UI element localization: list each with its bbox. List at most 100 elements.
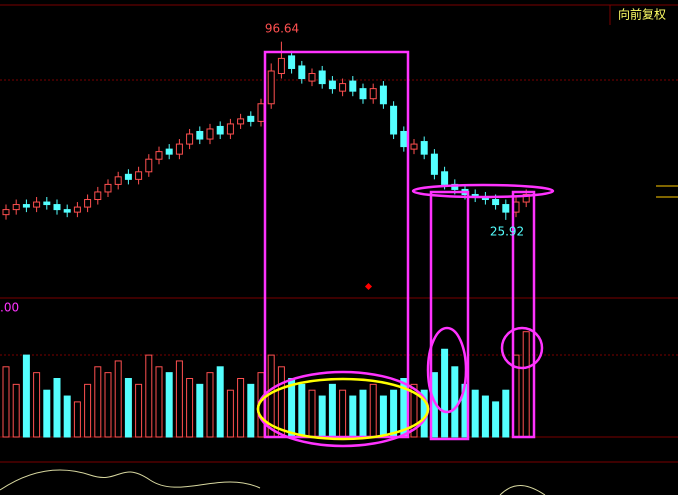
volume-bar (359, 389, 367, 438)
candle-body (12, 204, 20, 211)
candle-body (400, 130, 408, 148)
annotation-ellipse (426, 326, 468, 414)
low-annotation: 25.92 (490, 225, 524, 239)
volume-label: .00 (0, 301, 19, 315)
volume-bar (12, 383, 20, 438)
candle-body (73, 206, 81, 213)
candle-body (175, 143, 183, 155)
volume-bar (298, 383, 306, 438)
candle-body (216, 125, 224, 135)
candle-body (226, 123, 234, 135)
volume-bar (237, 378, 245, 438)
volume-bar (53, 378, 61, 438)
annotation-box (263, 50, 410, 439)
volume-bar (124, 378, 132, 438)
candle-body (308, 73, 316, 82)
volume-bar (277, 366, 285, 438)
annotation-box (429, 190, 470, 441)
candle-body (328, 80, 336, 90)
volume-bar (339, 389, 347, 438)
candle-body (94, 191, 102, 201)
candle-body (390, 105, 398, 135)
indicator-line (0, 469, 546, 495)
candle-body (196, 130, 204, 140)
candle-body (237, 118, 245, 125)
annotation-ellipse (256, 377, 430, 441)
volume-bar (522, 331, 530, 438)
volume-bar (196, 383, 204, 438)
volume-bar (390, 389, 398, 438)
volume-bar (206, 372, 214, 438)
candle-body (277, 57, 285, 75)
volume-bar (175, 360, 183, 438)
candle-body (502, 204, 510, 213)
candle-body (124, 173, 132, 180)
mode-label: 向前复权 (618, 7, 666, 22)
volume-bar (318, 395, 326, 438)
volume-bar (502, 389, 510, 438)
volume-bar (155, 366, 163, 438)
candle-body (43, 201, 51, 206)
volume-bar (226, 389, 234, 438)
volume-bar (451, 366, 459, 438)
volume-bar (369, 383, 377, 438)
volume-bar (104, 372, 112, 438)
candle-body (257, 103, 265, 122)
volume-bar (308, 389, 316, 438)
candle-body (155, 151, 163, 160)
candle-body (165, 148, 173, 155)
volume-bar (492, 401, 500, 438)
candle-body (135, 171, 143, 180)
candle-body (247, 115, 255, 122)
volume-bar (43, 389, 51, 438)
panel-lines (0, 4, 678, 463)
volume-bar (247, 383, 255, 438)
candle-body (145, 158, 153, 173)
volume-bar (84, 383, 92, 438)
volume-bar (73, 401, 81, 438)
candle-body (22, 204, 30, 208)
marker (364, 282, 373, 291)
volume-bar (471, 389, 479, 438)
candle-body (318, 70, 326, 85)
volume-bar (410, 383, 418, 438)
candle-body (63, 209, 71, 213)
volume-bar (135, 383, 143, 438)
candle-body (298, 65, 306, 80)
candle-body (410, 143, 418, 150)
volume-bar (349, 395, 357, 438)
volume-bar (2, 366, 10, 438)
candle-body (206, 128, 214, 140)
candle-body (359, 88, 367, 100)
candle-body (441, 171, 449, 185)
volume-bar (186, 378, 194, 438)
candle-body (420, 141, 428, 155)
price-marker (656, 185, 678, 198)
annotations (256, 50, 555, 448)
volume-bar (63, 395, 71, 438)
annotation-ellipse (411, 183, 555, 199)
candle-body (104, 183, 112, 193)
volume-bar (288, 378, 296, 438)
candle-body (2, 209, 10, 216)
candle-body (114, 176, 122, 185)
volume-bar (165, 372, 173, 438)
candle-body (379, 85, 387, 105)
annotation-ellipse (500, 326, 544, 370)
high-annotation: 96.64 (265, 22, 299, 36)
volume-bar (33, 372, 41, 438)
volume-bar (379, 395, 387, 438)
candle-body (339, 83, 347, 92)
candle-body (33, 201, 41, 208)
candle-body (84, 199, 92, 208)
candle-body (267, 70, 275, 105)
candle-body (186, 133, 194, 145)
volume-bar (441, 348, 449, 438)
candle-body (492, 199, 500, 206)
candle-body (288, 55, 296, 69)
volume-bar (22, 354, 30, 438)
volume-bar (216, 366, 224, 438)
volume-bar (328, 383, 336, 438)
